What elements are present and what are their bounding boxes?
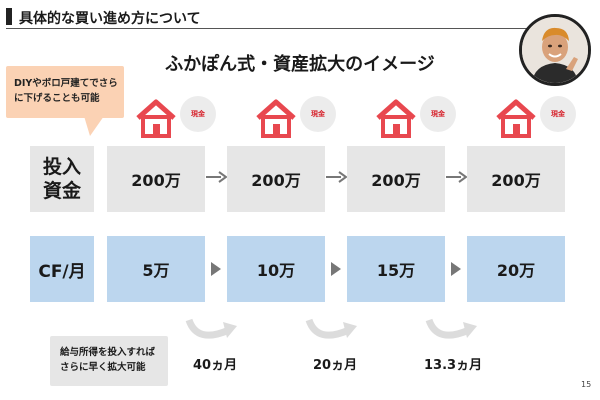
duration-label-3: 13.3ヵ月 bbox=[424, 358, 483, 373]
page-number: 15 bbox=[581, 380, 592, 389]
note-box: 給与所得を投入すればさらに早く拡大可能 bbox=[50, 336, 168, 386]
arrow-right-icon-2 bbox=[325, 171, 348, 186]
cash-badge-3: 現金 bbox=[420, 96, 456, 132]
slide-title: ふかぽん式・資産拡大のイメージ bbox=[165, 54, 435, 75]
house-icon-4 bbox=[494, 96, 538, 144]
investment-label-line1: 投入 bbox=[42, 156, 81, 178]
triangle-right-icon-3 bbox=[451, 262, 461, 276]
slide-header: 具体的な買い進め方について bbox=[6, 6, 558, 29]
investment-row-label: 投入 資金 bbox=[30, 146, 94, 212]
callout-bubble: DIYやボロ戸建てでさらに下げることも可能 bbox=[6, 66, 124, 118]
callout-text: DIYやボロ戸建てでさらに下げることも可能 bbox=[14, 78, 118, 104]
note-text: 給与所得を投入すればさらに早く拡大可能 bbox=[60, 347, 156, 373]
cashflow-cell-3: 15万 bbox=[347, 236, 445, 302]
investment-cell-3: 200万 bbox=[347, 146, 445, 212]
arrow-right-icon-1 bbox=[205, 171, 228, 186]
cashflow-cell-4: 20万 bbox=[467, 236, 565, 302]
cash-badge-2: 現金 bbox=[300, 96, 336, 132]
duration-label-1: 40ヵ月 bbox=[193, 358, 238, 373]
investment-label-line2: 資金 bbox=[42, 180, 81, 202]
house-icon-2 bbox=[254, 96, 298, 144]
cashflow-cell-1: 5万 bbox=[107, 236, 205, 302]
duration-label-2: 20ヵ月 bbox=[313, 358, 358, 373]
avatar bbox=[519, 14, 591, 86]
investment-cell-1: 200万 bbox=[107, 146, 205, 212]
triangle-right-icon-2 bbox=[331, 262, 341, 276]
curved-arrow-icon-3 bbox=[425, 316, 479, 350]
cashflow-row-label: CF/月 bbox=[30, 236, 94, 302]
callout-tail bbox=[84, 116, 104, 136]
curved-arrow-icon-2 bbox=[305, 316, 359, 350]
curved-arrow-icon-1 bbox=[185, 316, 239, 350]
header-title: 具体的な買い進め方について bbox=[19, 11, 201, 27]
house-icon-1 bbox=[134, 96, 178, 144]
cash-badge-1: 現金 bbox=[180, 96, 216, 132]
person-photo-icon bbox=[522, 17, 588, 83]
header-bar bbox=[6, 8, 12, 25]
cash-badge-4: 現金 bbox=[540, 96, 576, 132]
investment-cell-2: 200万 bbox=[227, 146, 325, 212]
triangle-right-icon-1 bbox=[211, 262, 221, 276]
investment-cell-4: 200万 bbox=[467, 146, 565, 212]
house-icon-3 bbox=[374, 96, 418, 144]
cashflow-cell-2: 10万 bbox=[227, 236, 325, 302]
arrow-right-icon-3 bbox=[445, 171, 468, 186]
